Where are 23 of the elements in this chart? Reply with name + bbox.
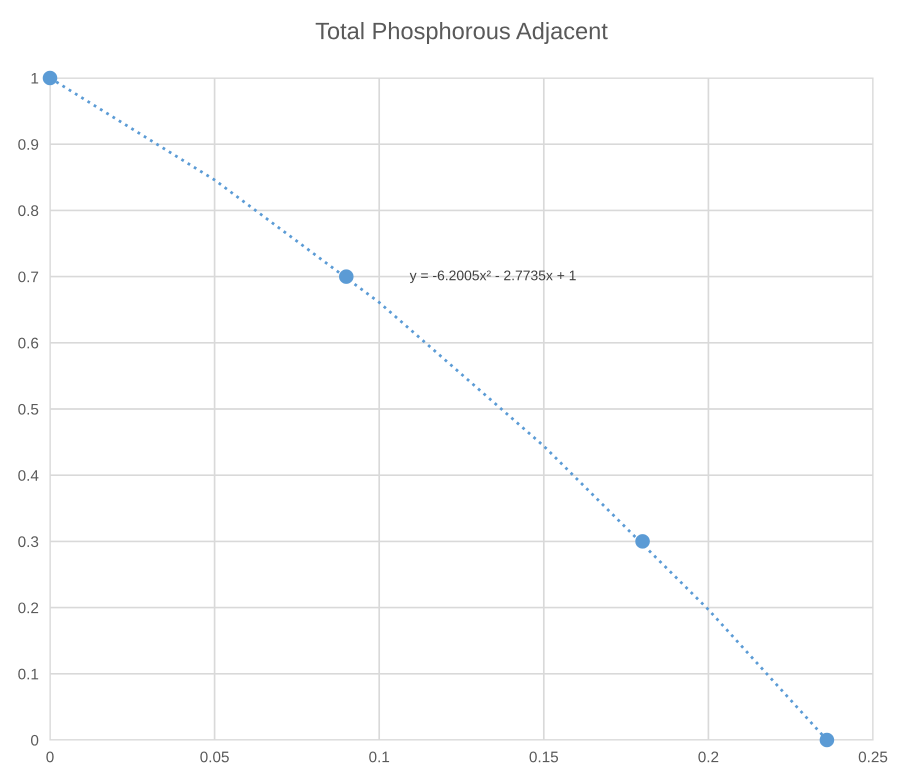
point: [339, 269, 354, 284]
point: [42, 70, 58, 86]
y-tick-label: 0.7: [18, 271, 38, 282]
point: [635, 534, 650, 549]
x-tick-label: 0.15: [530, 752, 558, 762]
x-tick-label: 0.25: [858, 752, 888, 762]
y-tick-label: 0.4: [18, 470, 38, 481]
point: [820, 732, 834, 748]
chart-title: Total Phosphorous Adjacent: [316, 22, 608, 44]
x-tick-label: 0.05: [200, 752, 229, 762]
y-tick-label: 0.2: [18, 602, 38, 614]
y-tick-label: 0: [30, 734, 38, 746]
x-tick-label: 0.1: [369, 752, 390, 762]
y-tick-label: 0.5: [18, 404, 38, 415]
x-tick-label: 0.2: [698, 752, 718, 762]
x-tick-label: 0: [46, 752, 54, 762]
y-tick-label: 0.9: [18, 139, 38, 150]
y-tick-label: 0.6: [18, 338, 38, 348]
annotation: y = -6.2005x² - 2.7735x + 1: [410, 270, 576, 284]
y-tick-label: 0.8: [18, 205, 38, 216]
y-tick-label: 1: [32, 73, 38, 84]
y-tick-label: 0.1: [18, 668, 38, 680]
y-tick-label: 0.3: [18, 536, 38, 548]
